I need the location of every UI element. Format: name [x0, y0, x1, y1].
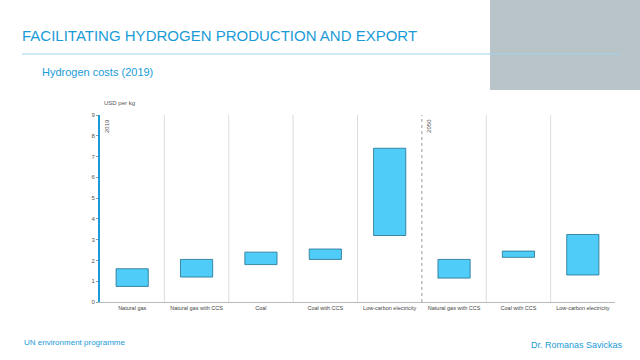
svg-text:9: 9 [91, 112, 95, 118]
svg-text:FACILITATING HYDROGEN PRODUCTI: FACILITATING HYDROGEN PRODUCTION AND EXP… [22, 27, 417, 44]
svg-text:8: 8 [91, 133, 95, 139]
svg-text:UN environment programme: UN environment programme [24, 338, 125, 347]
svg-text:Dr. Romanas Savickas: Dr. Romanas Savickas [531, 340, 623, 350]
svg-text:2050: 2050 [426, 119, 432, 133]
svg-text:2019: 2019 [104, 119, 110, 133]
svg-text:Coal: Coal [255, 305, 266, 311]
svg-text:7: 7 [91, 154, 95, 160]
svg-text:Natural gas with CCS: Natural gas with CCS [428, 305, 481, 311]
svg-text:Low-carbon electricity: Low-carbon electricity [556, 305, 609, 311]
svg-text:Coal with CCS: Coal with CCS [307, 305, 343, 311]
svg-text:4: 4 [91, 216, 95, 222]
svg-text:Natural gas: Natural gas [118, 305, 146, 311]
svg-text:Low-carbon electricity: Low-carbon electricity [363, 305, 416, 311]
svg-text:Coal with CCS: Coal with CCS [501, 305, 537, 311]
svg-text:5: 5 [91, 195, 95, 201]
svg-text:6: 6 [91, 174, 95, 180]
svg-text:Hydrogen costs (2019): Hydrogen costs (2019) [42, 66, 153, 78]
svg-text:USD per kg: USD per kg [104, 100, 135, 106]
svg-text:0: 0 [91, 299, 95, 305]
svg-text:3: 3 [91, 237, 95, 243]
svg-text:2: 2 [91, 258, 95, 264]
svg-text:Natural gas with CCS: Natural gas with CCS [170, 305, 223, 311]
svg-text:1: 1 [91, 278, 95, 284]
